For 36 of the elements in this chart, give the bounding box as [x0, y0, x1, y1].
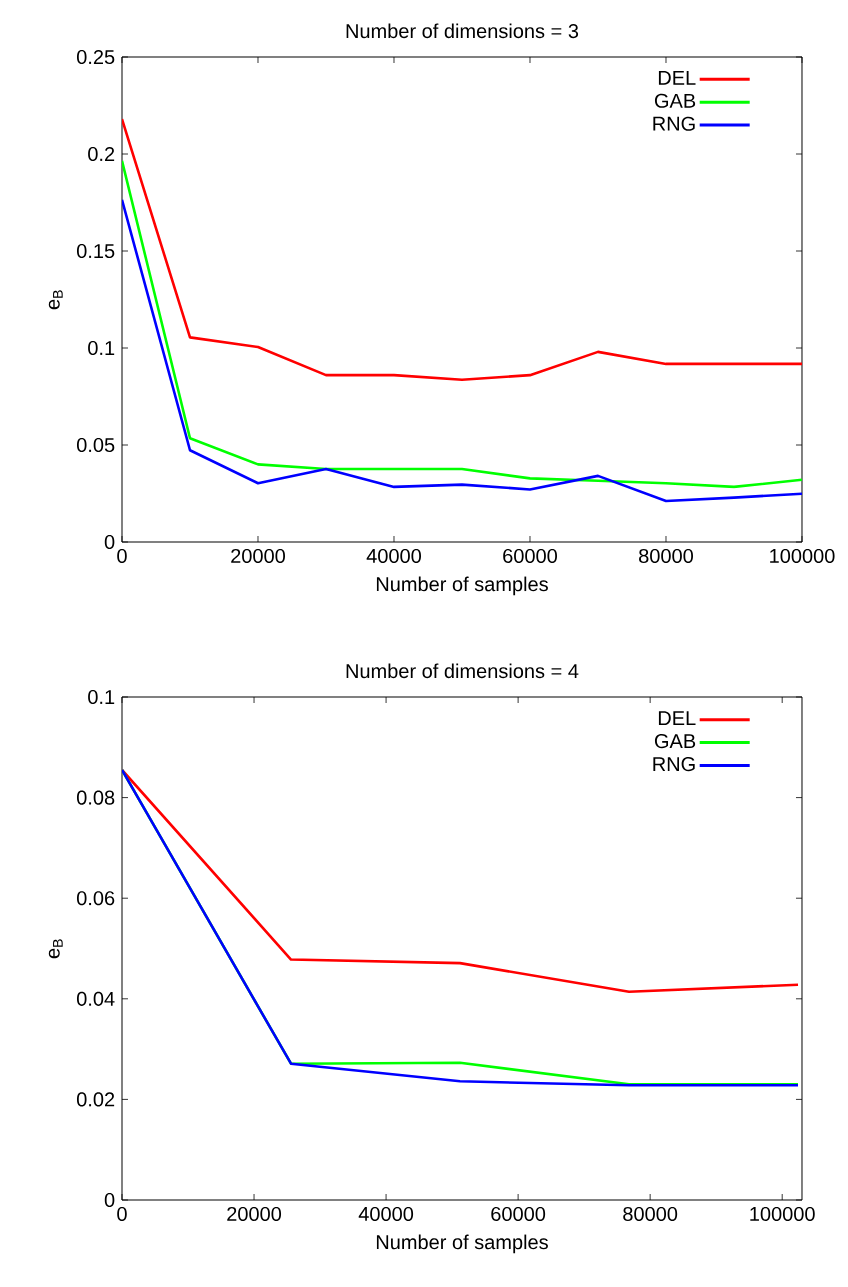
legend-label: RNG	[653, 116, 695, 131]
y-tick-label: 0.05	[76, 437, 115, 453]
x-tick-label: 20000	[227, 1206, 282, 1222]
y-axis-title: e$_{B}$	[48, 290, 63, 310]
y-tick-label: 0	[104, 1192, 115, 1208]
x-tick-label: 80000	[623, 1206, 678, 1222]
x-tick-label: 0	[117, 548, 127, 564]
y-tick-label: 0.1	[88, 689, 115, 705]
x-tick-label: 100000	[770, 548, 835, 564]
y-axis-title: e$_{B}$	[48, 939, 63, 959]
legend-label: RNG	[653, 757, 695, 772]
x-tick-label: 0	[117, 1206, 127, 1222]
legend-label: GAB	[654, 93, 696, 108]
legend-label: GAB	[654, 734, 696, 749]
x-tick-label: 60000	[491, 1206, 546, 1222]
y-tick-label: 0.02	[76, 1092, 115, 1107]
y-tick-label: 0.1	[88, 340, 115, 356]
x-tick-label: 80000	[639, 548, 693, 564]
x-axis-title: Number of samples	[376, 1234, 548, 1254]
x-tick-label: 60000	[503, 548, 557, 564]
y-tick-label: 0.25	[76, 49, 115, 65]
y-tick-label: 0.06	[76, 891, 115, 906]
y-tick-label: 0	[104, 534, 115, 550]
chart-title: Number of dimensions = 4	[346, 663, 579, 679]
legend-label: DEL	[658, 711, 696, 726]
y-tick-label: 0.15	[76, 243, 115, 259]
x-tick-label: 20000	[231, 548, 285, 564]
y-tick-label: 0.2	[88, 146, 115, 162]
y-tick-label: 0.04	[76, 991, 115, 1006]
y-tick-label: 0.08	[76, 790, 115, 805]
x-tick-label: 40000	[358, 1206, 414, 1222]
legend-label: DEL	[658, 70, 696, 85]
x-tick-label: 40000	[366, 548, 421, 564]
x-tick-label: 100000	[750, 1206, 815, 1222]
chart-title: Number of dimensions = 3	[346, 23, 579, 39]
x-axis-title: Number of samples	[376, 576, 548, 596]
